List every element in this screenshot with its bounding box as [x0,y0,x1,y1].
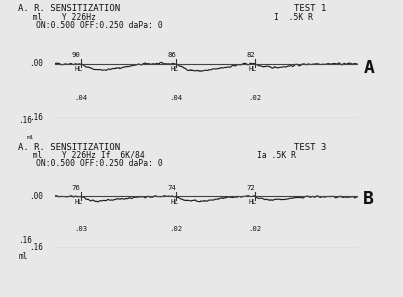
Text: HL: HL [75,67,83,72]
Text: HL: HL [170,67,178,72]
Text: .02: .02 [248,226,262,232]
Text: .16: .16 [18,116,32,125]
Text: ml    Y 226Hz If  6K/84: ml Y 226Hz If 6K/84 [18,151,145,159]
Text: .00: .00 [29,192,43,201]
Text: 90: 90 [72,52,81,58]
Text: 74: 74 [167,185,176,191]
Text: HL: HL [249,199,257,205]
Text: .02: .02 [170,226,183,232]
Text: TEST 3: TEST 3 [294,143,326,151]
Text: .03: .03 [74,226,87,232]
Text: A. R. SENSITIZATION: A. R. SENSITIZATION [18,4,120,13]
Text: I  .5K R: I .5K R [274,13,313,22]
Text: HL: HL [75,199,83,205]
Text: HL: HL [170,199,178,205]
Text: .04: .04 [170,95,183,101]
Text: ON:0.500 OFF:0.250 daPa: 0: ON:0.500 OFF:0.250 daPa: 0 [36,21,163,30]
Text: .16: .16 [18,236,32,245]
Text: A: A [364,59,374,77]
Text: B: B [364,190,374,208]
Text: TEST 1: TEST 1 [294,4,326,13]
Text: Ia .5K R: Ia .5K R [257,151,296,159]
Text: ml: ml [27,135,35,140]
Text: ON:0.500 OFF:0.250 daPa: 0: ON:0.500 OFF:0.250 daPa: 0 [36,159,163,168]
Text: 86: 86 [167,52,176,58]
Text: .02: .02 [248,95,262,101]
Text: 72: 72 [246,185,255,191]
Text: 76: 76 [72,185,81,191]
Text: .16: .16 [29,244,43,252]
Text: .00: .00 [29,59,43,68]
Text: ml    Y 226Hz: ml Y 226Hz [18,13,96,22]
Text: ml: ml [18,252,27,261]
Text: HL: HL [249,67,257,72]
Text: A. R. SENSITIZATION: A. R. SENSITIZATION [18,143,120,151]
Text: .16: .16 [29,113,43,122]
Text: .04: .04 [74,95,87,101]
Text: 82: 82 [246,52,255,58]
